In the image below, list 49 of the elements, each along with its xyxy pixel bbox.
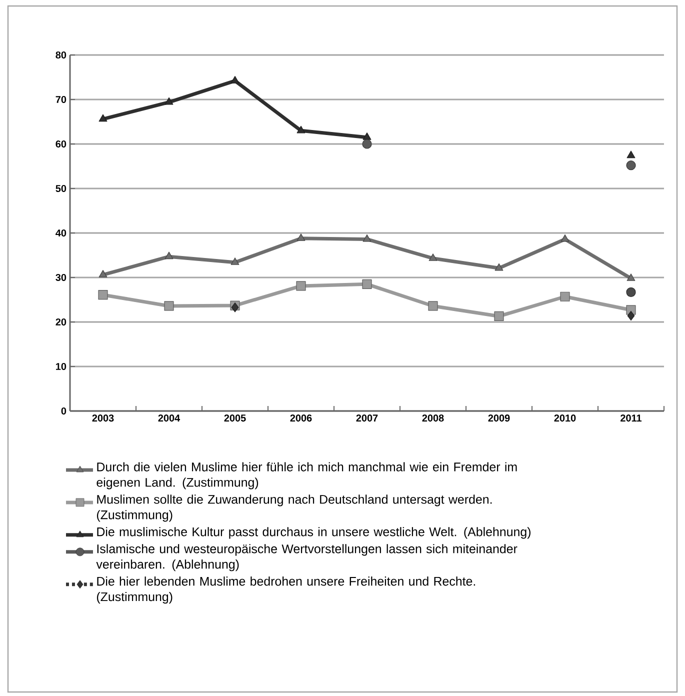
- point: [230, 76, 240, 84]
- point: [362, 234, 372, 242]
- y-tick-label: 20: [56, 318, 66, 326]
- point: [560, 234, 570, 242]
- point: [362, 132, 372, 140]
- point: [296, 234, 306, 241]
- y-tick-label: 0: [61, 407, 66, 415]
- x-tick-label: 2010: [554, 414, 576, 422]
- point: [494, 311, 504, 322]
- legend-label: Die muslimische Kultur passt durchaus in unsere westliche Welt. (Ablehnung): [97, 527, 530, 539]
- x-tick-label: 2004: [158, 414, 180, 422]
- point: [362, 279, 372, 289]
- x-tick-label: 2011: [620, 414, 642, 422]
- point: [164, 97, 174, 105]
- point: [98, 114, 108, 122]
- point: [626, 274, 636, 281]
- x-tick-label: 2007: [356, 414, 378, 422]
- x-tick-label: 2003: [92, 414, 114, 422]
- point: [494, 263, 504, 271]
- point: [230, 258, 240, 265]
- point: [626, 160, 636, 170]
- point: [626, 150, 636, 158]
- x-tick-label: 2006: [290, 414, 312, 422]
- legend-label: Die hier lebenden Muslime bedrohen unsere Freiheiten und Rechte. (Zustimmung): [96, 576, 476, 604]
- point: [627, 310, 635, 321]
- y-tick-label: 10: [56, 362, 66, 370]
- point: [296, 126, 306, 134]
- point: [362, 139, 372, 149]
- x-tick-label: 2009: [488, 414, 510, 422]
- y-tick-label: 40: [56, 229, 66, 237]
- point: [98, 270, 108, 278]
- point: [164, 252, 174, 260]
- point: [560, 292, 570, 302]
- point: [428, 254, 438, 261]
- point: [626, 287, 636, 297]
- legend-label: Muslimen sollte die Zuwanderung nach Deutschland untersagt werden. (Zustimmung): [96, 494, 492, 522]
- x-tick-label: 2008: [422, 414, 444, 422]
- legend-label: Islamische und westeuropäische Wertvorstellungen lassen sich miteinander vereinbaren. (Ablehnung): [96, 544, 518, 572]
- y-tick-label: 30: [56, 274, 66, 282]
- legend-label: Durch die vielen Muslime hier fühle ich mich manchmal wie ein Fremder im eigenen Land. (Zustimmung): [96, 462, 517, 490]
- point: [164, 301, 174, 311]
- x-tick-label: 2005: [224, 414, 246, 422]
- y-tick-label: 70: [56, 96, 66, 104]
- y-tick-label: 60: [56, 140, 66, 148]
- y-tick-label: 50: [56, 184, 66, 192]
- point: [428, 301, 438, 311]
- point: [98, 290, 108, 300]
- y-tick-label: 80: [56, 51, 66, 59]
- point: [296, 281, 306, 291]
